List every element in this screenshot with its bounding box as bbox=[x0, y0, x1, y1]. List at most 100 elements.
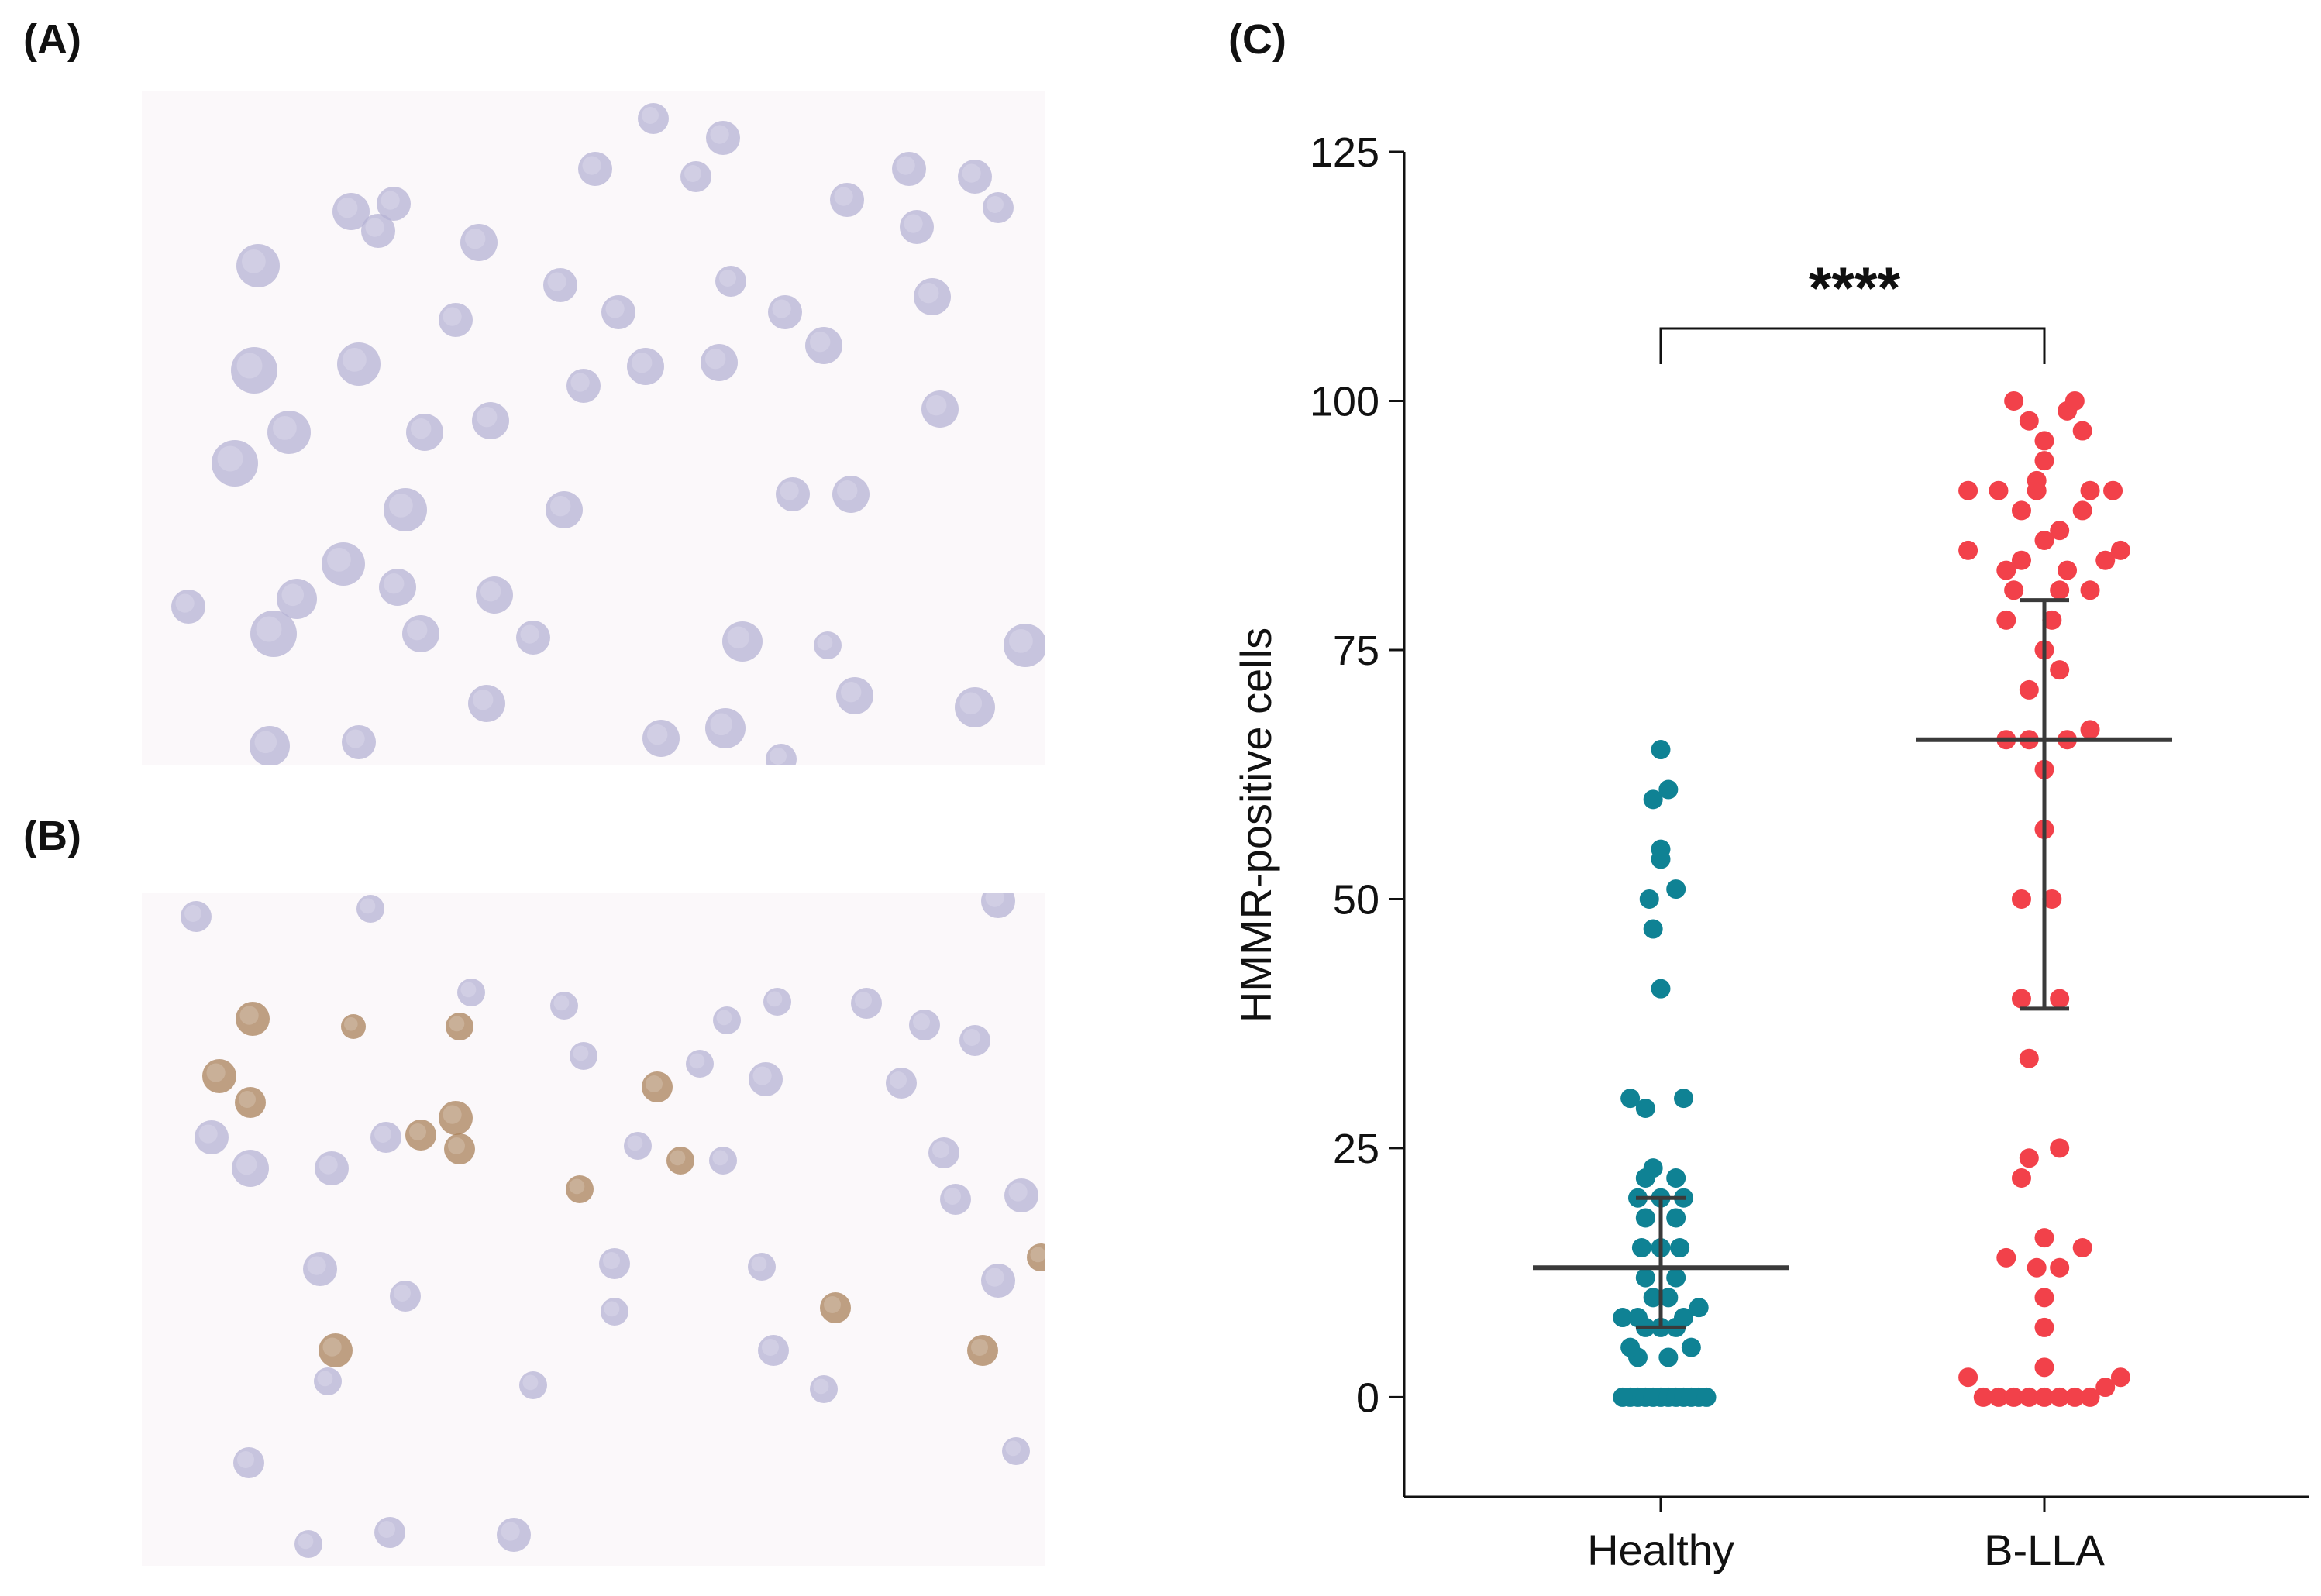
cell bbox=[546, 491, 583, 528]
data-point-b-lla bbox=[2027, 1257, 2047, 1278]
cell bbox=[374, 1517, 405, 1548]
cell bbox=[319, 1333, 353, 1367]
cell-highlight bbox=[477, 407, 498, 428]
data-point-b-lla bbox=[2034, 1357, 2054, 1378]
cell-highlight bbox=[206, 1063, 226, 1082]
cell bbox=[233, 1447, 264, 1478]
cell-highlight bbox=[837, 480, 858, 501]
data-point-b-lla bbox=[1989, 480, 2009, 500]
cell-highlight bbox=[813, 1378, 829, 1395]
cell-highlight bbox=[460, 982, 477, 998]
cell-highlight bbox=[632, 353, 653, 373]
data-point-healthy bbox=[1674, 1089, 1694, 1109]
cell-highlight bbox=[684, 165, 701, 182]
cell-body bbox=[472, 402, 509, 439]
data-point-healthy bbox=[1670, 1238, 1690, 1258]
cell-body bbox=[814, 631, 842, 659]
data-point-b-lla bbox=[2011, 1168, 2031, 1188]
cell-body bbox=[250, 726, 290, 765]
cell bbox=[566, 369, 601, 403]
panel-label-a: (A) bbox=[23, 16, 81, 63]
cell bbox=[457, 979, 485, 1006]
cell bbox=[955, 687, 995, 727]
cell bbox=[516, 621, 550, 655]
cell-highlight bbox=[374, 1126, 391, 1143]
data-point-b-lla bbox=[2019, 1048, 2039, 1068]
cell-highlight bbox=[389, 494, 413, 518]
cell bbox=[810, 1375, 838, 1403]
cell bbox=[212, 440, 258, 487]
cell bbox=[709, 1147, 737, 1175]
data-point-b-lla bbox=[2110, 540, 2130, 560]
cell-body bbox=[566, 1175, 594, 1203]
cell bbox=[1002, 1437, 1030, 1465]
cell-highlight bbox=[322, 1337, 342, 1357]
cell bbox=[892, 152, 926, 186]
cell bbox=[356, 895, 384, 923]
data-point-healthy bbox=[1643, 789, 1663, 810]
cell bbox=[958, 160, 992, 194]
data-point-b-lla bbox=[1973, 1387, 1993, 1407]
cell-body bbox=[758, 1335, 789, 1366]
data-point-b-lla bbox=[2072, 1238, 2092, 1258]
cell-highlight bbox=[605, 299, 625, 318]
data-point-b-lla bbox=[2034, 1288, 2054, 1308]
panel-label-c: (C) bbox=[1228, 16, 1286, 63]
cell-highlight bbox=[855, 992, 872, 1009]
y-tick-label: 75 bbox=[1333, 628, 1379, 674]
cell-body bbox=[439, 1101, 473, 1135]
cell-highlight bbox=[762, 1339, 779, 1356]
significance-label: **** bbox=[1809, 256, 1901, 322]
cell-highlight bbox=[766, 991, 783, 1007]
cell-body bbox=[955, 687, 995, 727]
cell-highlight bbox=[570, 373, 590, 392]
cell-highlight bbox=[480, 581, 501, 602]
cell-body bbox=[212, 440, 258, 487]
cell bbox=[402, 615, 439, 652]
cell-highlight bbox=[501, 1522, 520, 1541]
cell-highlight bbox=[327, 548, 351, 572]
cell-body bbox=[181, 901, 212, 932]
cell bbox=[202, 1059, 236, 1093]
cell-body bbox=[566, 369, 601, 403]
cell bbox=[981, 893, 1015, 918]
cell-highlight bbox=[411, 418, 432, 439]
cell-body bbox=[624, 1132, 652, 1160]
data-point-b-lla bbox=[1958, 1367, 1978, 1388]
cell-body bbox=[236, 244, 280, 287]
data-point-healthy bbox=[1666, 879, 1686, 899]
cell-body bbox=[294, 1530, 322, 1558]
cell-highlight bbox=[520, 624, 539, 644]
cell bbox=[337, 342, 381, 386]
cell-body bbox=[337, 342, 381, 386]
cell bbox=[566, 1175, 594, 1203]
cell-body bbox=[642, 1071, 673, 1102]
micrograph-b-cells bbox=[181, 893, 1045, 1558]
cell-body bbox=[914, 278, 951, 315]
micrograph-a-cells bbox=[171, 103, 1045, 765]
data-point-b-lla bbox=[2004, 1387, 2024, 1407]
cell-highlight bbox=[256, 616, 282, 642]
cell-highlight bbox=[727, 626, 750, 649]
data-point-b-lla bbox=[2050, 1257, 2070, 1278]
cell bbox=[377, 187, 411, 221]
data-point-b-lla bbox=[2050, 521, 2070, 541]
cell-highlight bbox=[963, 1029, 980, 1046]
cell-body bbox=[886, 1068, 917, 1099]
cell bbox=[713, 1006, 741, 1034]
cell-body bbox=[627, 348, 664, 385]
cell bbox=[314, 1367, 342, 1395]
cell-body bbox=[958, 160, 992, 194]
cell-highlight bbox=[236, 1154, 257, 1175]
data-point-b-lla bbox=[2034, 1317, 2054, 1337]
y-tick-label: 125 bbox=[1310, 129, 1379, 176]
cell-highlight bbox=[569, 1178, 585, 1195]
cell-highlight bbox=[360, 898, 376, 914]
cell-highlight bbox=[465, 229, 486, 249]
cell-highlight bbox=[752, 1066, 772, 1085]
data-point-healthy bbox=[1658, 779, 1679, 800]
cell-highlight bbox=[273, 416, 297, 440]
data-point-healthy bbox=[1613, 1387, 1633, 1407]
cell-highlight bbox=[772, 299, 791, 318]
